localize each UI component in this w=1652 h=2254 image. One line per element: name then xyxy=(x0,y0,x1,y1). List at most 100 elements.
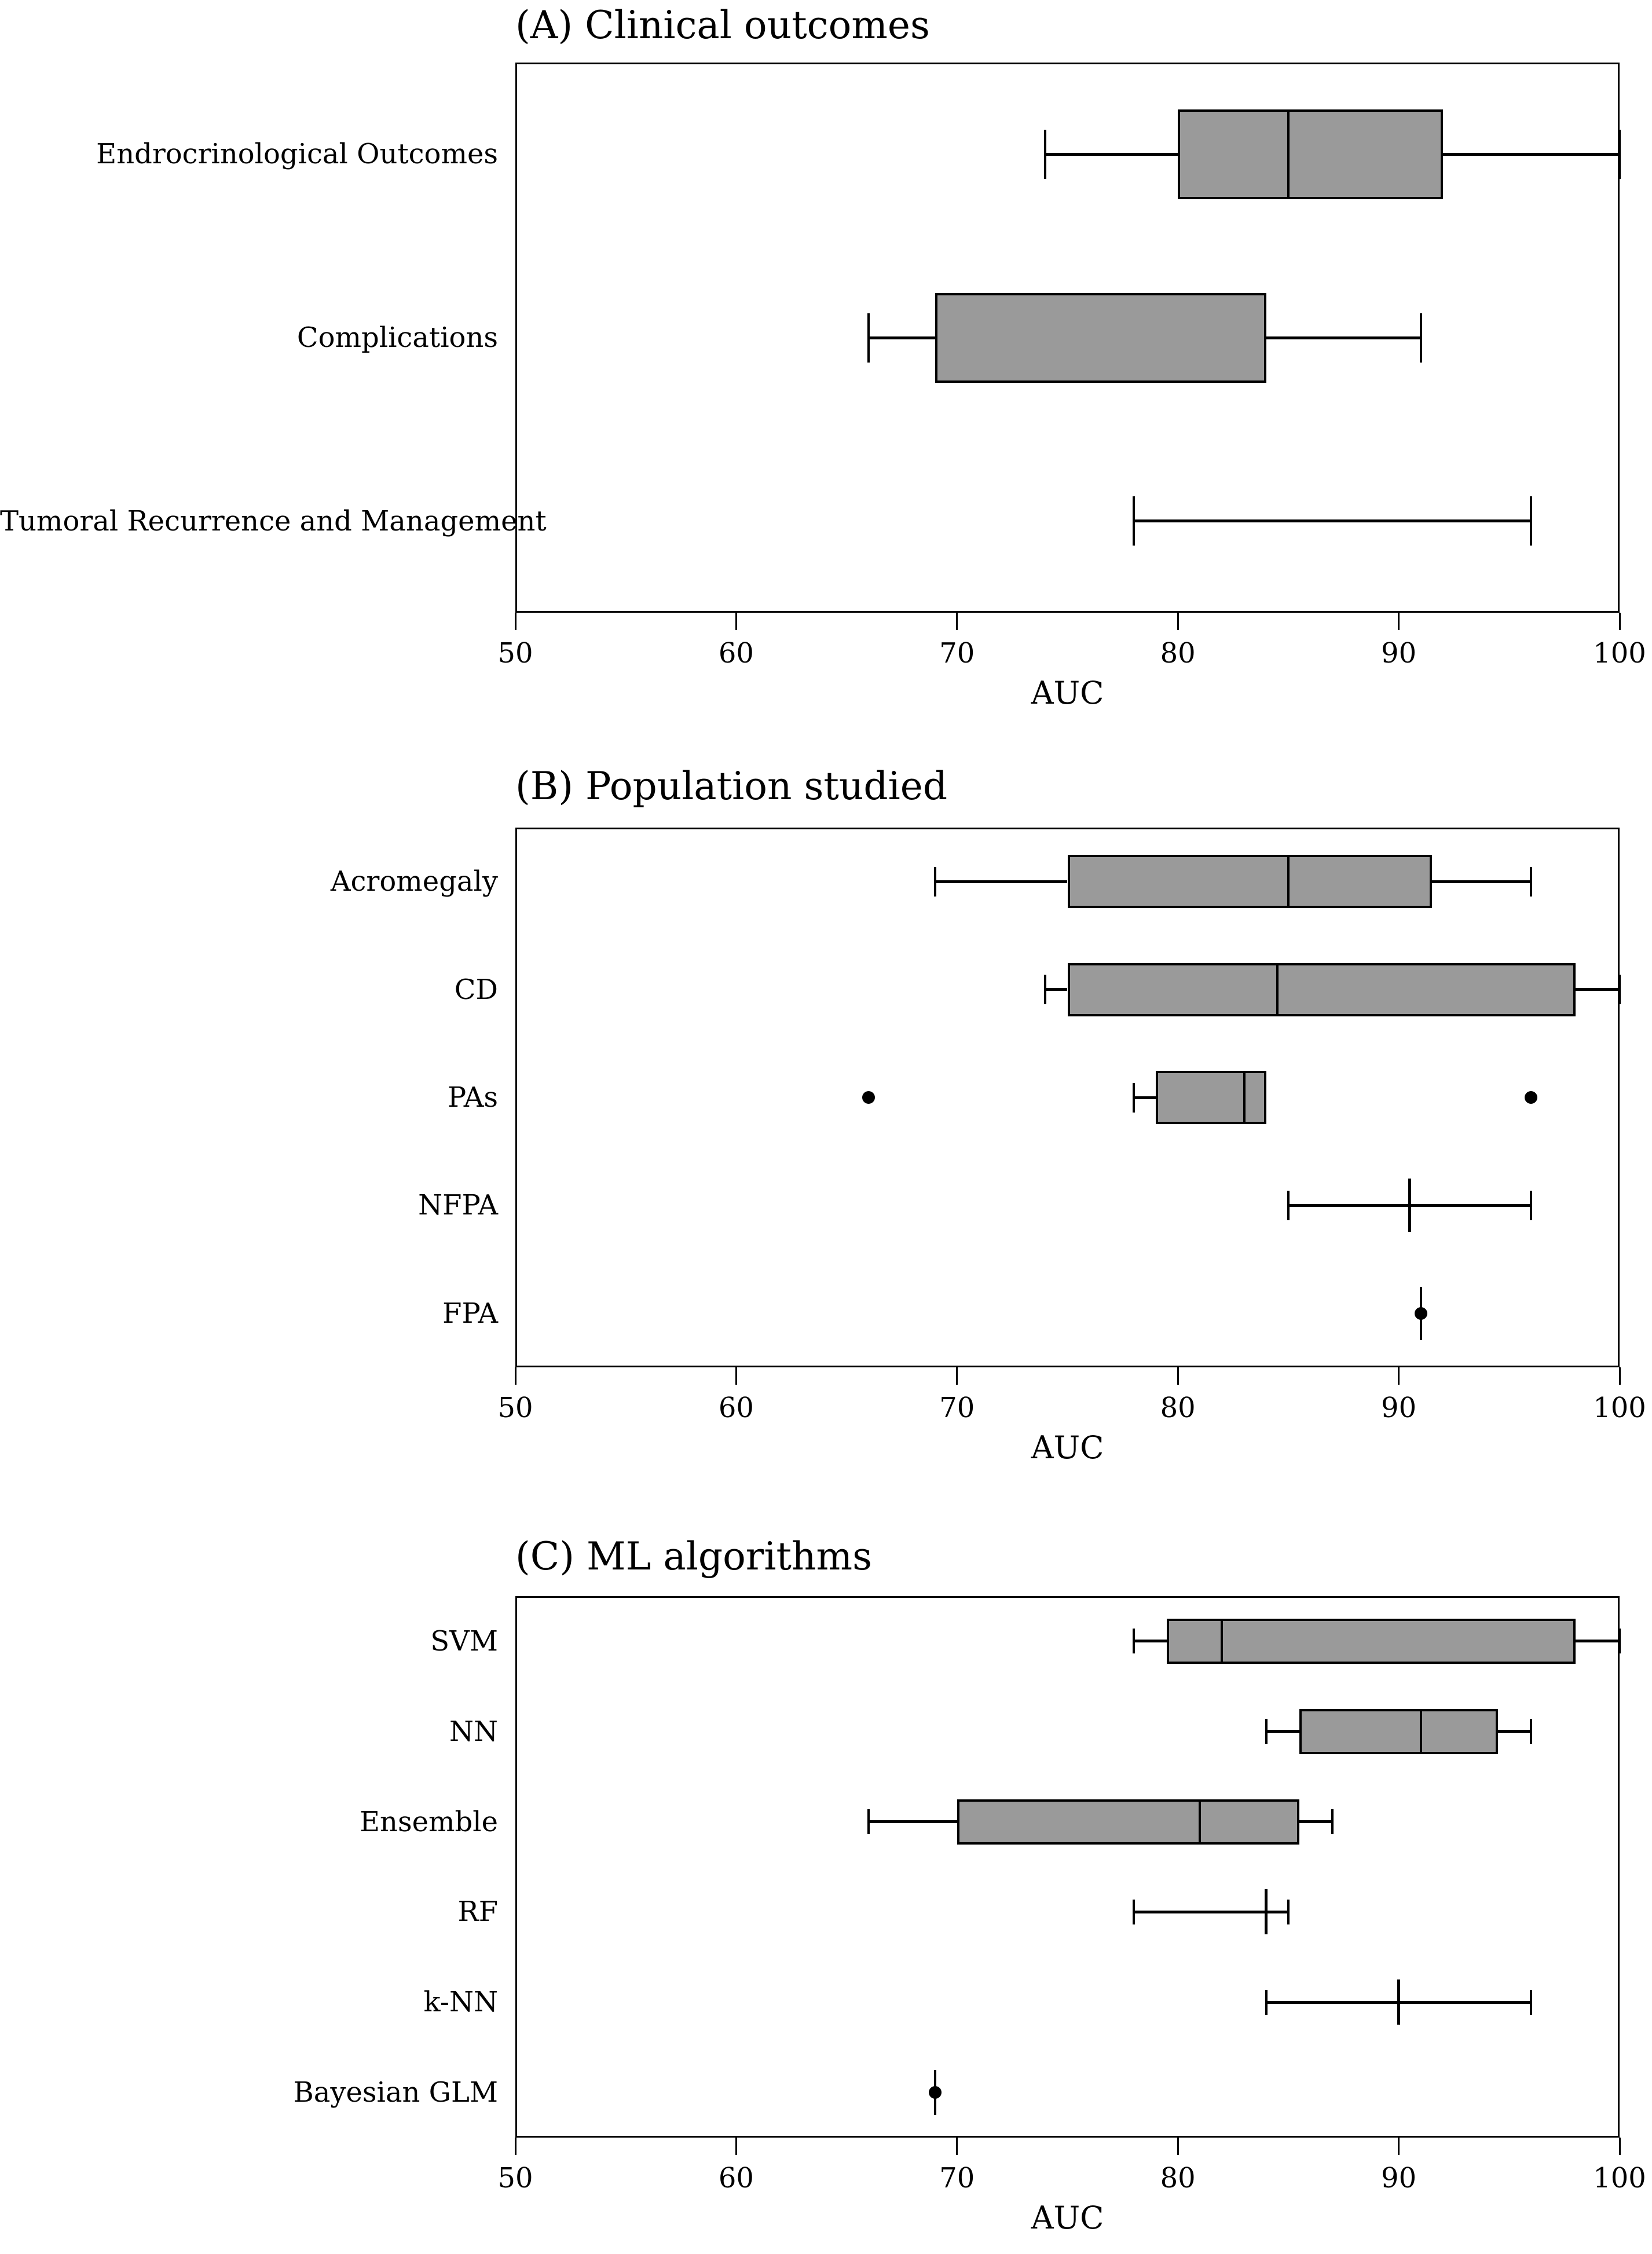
x-tick-label: 60 xyxy=(718,1392,754,1424)
x-axis-tick xyxy=(735,1367,737,1385)
box xyxy=(1067,963,1576,1016)
whisker-cap xyxy=(1265,1989,1268,2015)
box xyxy=(1178,109,1443,199)
median-line xyxy=(1221,1618,1224,1664)
whisker-cap xyxy=(1530,1719,1533,1744)
whisker-cap xyxy=(1132,1899,1135,1924)
whisker-cap xyxy=(1419,313,1422,363)
category-label: NN xyxy=(449,1715,498,1748)
whisker-line xyxy=(1133,1096,1156,1099)
outlier-dot xyxy=(1414,1307,1427,1320)
x-axis-tick xyxy=(514,1367,517,1385)
median-line xyxy=(1287,109,1290,199)
whisker-cap xyxy=(1287,1190,1290,1220)
x-axis-tick xyxy=(956,1367,958,1385)
category-label: Tumoral Recurrence and Management xyxy=(0,504,547,537)
panel-c-title: (C) ML algorithms xyxy=(515,1534,872,1579)
whisker-line xyxy=(1045,988,1068,991)
x-tick-label: 70 xyxy=(939,2162,975,2194)
x-axis-label: AUC xyxy=(1031,2200,1104,2236)
x-axis-tick xyxy=(956,2138,958,2155)
whisker-line xyxy=(869,336,935,339)
whisker-cap xyxy=(1530,1190,1533,1220)
x-tick-label: 80 xyxy=(1160,637,1196,669)
whisker-line xyxy=(1575,988,1620,991)
whisker-line xyxy=(1133,519,1532,523)
box xyxy=(957,1799,1299,1845)
whisker-line xyxy=(1575,1640,1620,1643)
whisker-cap xyxy=(1044,975,1047,1005)
panel-b-title: (B) Population studied xyxy=(515,764,948,808)
whisker-line xyxy=(1133,1910,1288,1913)
x-tick-label: 60 xyxy=(718,2162,754,2194)
whisker-cap xyxy=(1265,1719,1268,1744)
median-line xyxy=(1397,1979,1401,2025)
whisker-cap xyxy=(867,1809,870,1835)
whisker-cap xyxy=(933,866,936,897)
category-label: NFPA xyxy=(418,1189,498,1222)
whisker-cap xyxy=(1530,866,1533,897)
x-axis-tick xyxy=(735,2138,737,2155)
median-line xyxy=(1287,855,1290,909)
category-label: Endrocrinological Outcomes xyxy=(96,138,498,171)
whisker-line xyxy=(1299,1820,1333,1824)
x-axis-tick xyxy=(1398,613,1400,630)
outlier-dot xyxy=(862,1091,876,1104)
whisker-line xyxy=(1498,1730,1532,1733)
x-axis-tick xyxy=(514,613,517,630)
whisker-cap xyxy=(1287,1899,1290,1924)
x-axis-tick xyxy=(1177,613,1179,630)
category-label: SVM xyxy=(430,1624,498,1657)
outlier-dot xyxy=(1525,1091,1538,1104)
x-axis-tick xyxy=(1618,1367,1621,1385)
median-line xyxy=(1276,963,1279,1016)
x-tick-label: 60 xyxy=(718,637,754,669)
whisker-cap xyxy=(1331,1809,1334,1835)
category-label: CD xyxy=(454,973,498,1006)
x-tick-label: 90 xyxy=(1381,637,1417,669)
category-label: PAs xyxy=(447,1081,498,1114)
category-label: FPA xyxy=(442,1297,498,1330)
panel-a-title: (A) Clinical outcomes xyxy=(515,3,930,47)
whisker-cap xyxy=(1618,129,1621,179)
category-label: Acromegaly xyxy=(330,865,498,898)
whisker-line xyxy=(1133,1640,1167,1643)
whisker-line xyxy=(1442,152,1620,156)
box xyxy=(935,292,1266,383)
x-tick-label: 90 xyxy=(1381,1392,1417,1424)
whisker-cap xyxy=(1132,1082,1135,1113)
box xyxy=(1067,855,1432,909)
median-line xyxy=(1419,1708,1422,1754)
plot-area xyxy=(515,828,1620,1367)
whisker-line xyxy=(1266,336,1421,339)
x-tick-label: 90 xyxy=(1381,2162,1417,2194)
x-tick-label: 70 xyxy=(939,637,975,669)
category-label: RF xyxy=(457,1896,498,1929)
median-line xyxy=(1265,1889,1268,1935)
median-line xyxy=(1408,1179,1412,1232)
whisker-cap xyxy=(1530,496,1533,546)
median-line xyxy=(1199,1799,1202,1845)
x-axis-tick xyxy=(735,613,737,630)
category-label: Bayesian GLM xyxy=(293,2076,498,2109)
x-tick-label: 100 xyxy=(1593,637,1646,669)
x-axis-tick xyxy=(1618,613,1621,630)
x-axis-label: AUC xyxy=(1031,675,1104,711)
whisker-cap xyxy=(1132,1629,1135,1654)
whisker-cap xyxy=(1618,975,1621,1005)
x-tick-label: 80 xyxy=(1160,1392,1196,1424)
whisker-cap xyxy=(1618,1629,1621,1654)
category-label: Complications xyxy=(296,321,498,354)
x-tick-label: 50 xyxy=(497,1392,533,1424)
whisker-cap xyxy=(1132,496,1135,546)
x-tick-label: 100 xyxy=(1593,2162,1646,2194)
x-tick-label: 80 xyxy=(1160,2162,1196,2194)
whisker-line xyxy=(1266,1730,1299,1733)
median-line xyxy=(1243,1071,1246,1124)
x-axis-tick xyxy=(1177,2138,1179,2155)
x-axis-label: AUC xyxy=(1031,1429,1104,1466)
x-tick-label: 50 xyxy=(497,637,533,669)
box xyxy=(1299,1708,1499,1754)
whisker-cap xyxy=(1530,1989,1533,2015)
whisker-line xyxy=(1045,152,1178,156)
